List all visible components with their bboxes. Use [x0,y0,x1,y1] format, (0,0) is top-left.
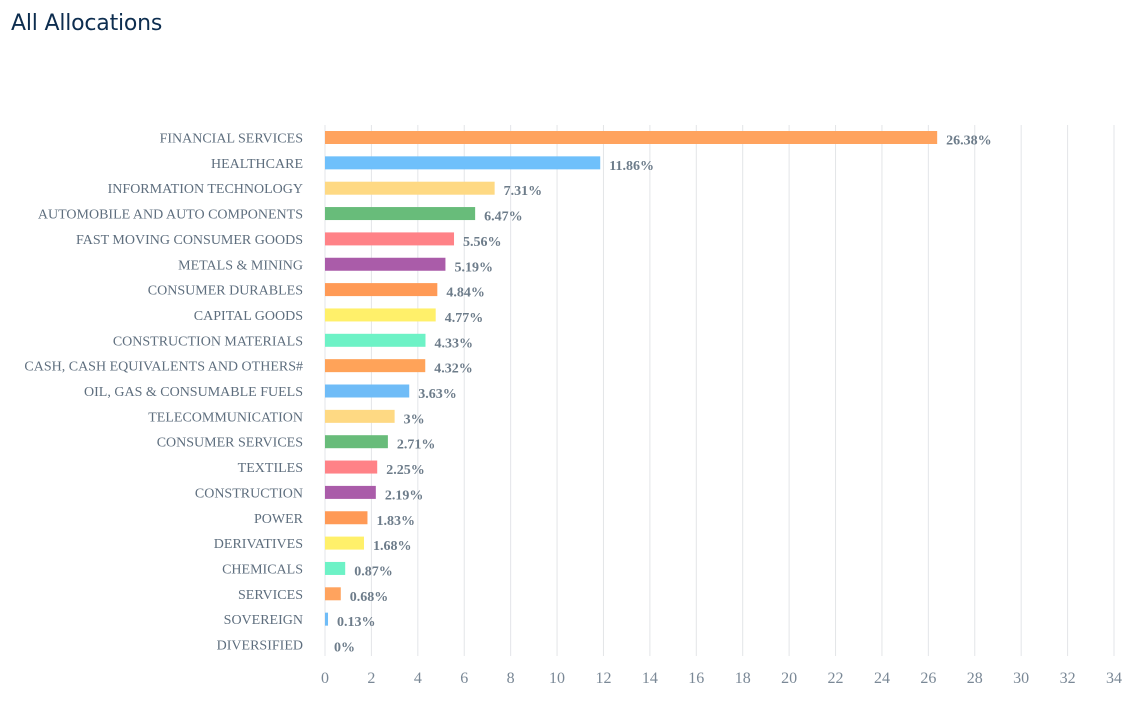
x-tick-label: 24 [874,670,890,687]
x-tick-label: 18 [735,670,751,687]
category-label: CONSTRUCTION [195,486,303,501]
category-label: INFORMATION TECHNOLOGY [108,182,303,197]
data-label: 3.63% [418,387,457,402]
data-label: 5.19% [454,260,493,275]
bar[interactable] [325,156,601,170]
bar[interactable] [325,384,410,398]
data-label: 2.25% [386,463,425,478]
bar[interactable] [325,612,329,626]
x-tick-label: 26 [920,670,936,687]
category-label: CONSUMER SERVICES [157,436,303,451]
data-label: 0.68% [350,590,389,605]
data-label: 0.87% [354,564,393,579]
category-label: CASH, CASH EQUIVALENTS AND OTHERS# [24,360,303,375]
x-tick-label: 0 [321,670,329,687]
category-label: METALS & MINING [178,258,303,273]
data-label: 5.56% [463,235,502,250]
category-label: AUTOMOBILE AND AUTO COMPONENTS [38,208,303,223]
category-label: TEXTILES [238,461,303,476]
category-label: SOVEREIGN [224,613,303,628]
bar[interactable] [325,257,446,271]
bar[interactable] [325,359,426,373]
bar[interactable] [325,511,368,525]
data-label: 0.13% [337,615,376,630]
x-tick-label: 4 [414,670,422,687]
data-label: 6.47% [484,210,523,225]
x-tick-label: 16 [688,670,704,687]
data-label: 7.31% [504,184,543,199]
x-tick-label: 22 [828,670,844,687]
bar[interactable] [325,181,495,195]
x-tick-label: 10 [549,670,565,687]
category-label: HEALTHCARE [211,157,303,172]
data-label: 4.77% [445,311,484,326]
x-tick-label: 34 [1106,670,1122,687]
x-tick-label: 12 [595,670,611,687]
bar[interactable] [325,536,364,550]
page-title: All Allocations [11,11,163,36]
bar[interactable] [325,460,378,474]
x-tick-label: 2 [367,670,375,687]
data-label: 3% [404,412,425,427]
bar[interactable] [325,561,346,575]
data-label: 4.32% [434,362,473,377]
x-tick-label: 28 [967,670,983,687]
category-label: CAPITAL GOODS [194,309,303,324]
x-tick-label: 14 [642,670,658,687]
data-label: 4.33% [434,336,473,351]
x-tick-label: 32 [1060,670,1076,687]
bar[interactable] [325,283,438,297]
bars [325,131,938,626]
category-labels: FINANCIAL SERVICES HEALTHCARE INFORMATION … [24,132,303,654]
x-tick-label: 20 [781,670,797,687]
x-axis-tick-labels: 0 2 4 6 8 10 12 14 16 18 20 22 24 26 28 30 32 34 [321,670,1122,687]
data-label: 11.86% [609,159,654,174]
data-label: 26.38% [946,134,992,149]
bar[interactable] [325,409,395,423]
data-labels: 26.38% 11.86% 7.31% 6.47% 5.56% 5.19% 4.84% 4.7… [334,134,992,656]
category-label: CONSTRUCTION MATERIALS [113,334,303,349]
data-label: 4.84% [446,286,485,301]
bar[interactable] [325,207,476,221]
data-label: 1.83% [376,514,415,529]
data-label: 2.71% [397,438,436,453]
category-label: POWER [254,512,304,527]
data-label: 2.19% [385,488,424,503]
category-label: DERIVATIVES [214,537,303,552]
category-label: CONSUMER DURABLES [148,284,303,299]
x-tick-label: 6 [460,670,468,687]
x-tick-label: 8 [507,670,515,687]
data-label: 1.68% [373,539,412,554]
bar[interactable] [325,485,376,499]
category-label: TELECOMMUNICATION [148,410,303,425]
bar[interactable] [325,435,388,449]
bar[interactable] [325,333,426,347]
data-label: 0% [334,641,355,656]
category-label: CHEMICALS [222,562,303,577]
category-label: OIL, GAS & CONSUMABLE FUELS [84,385,303,400]
x-tick-label: 30 [1013,670,1029,687]
category-label: FAST MOVING CONSUMER GOODS [76,233,303,248]
bar[interactable] [325,308,436,322]
bar[interactable] [325,232,455,246]
category-label: SERVICES [238,588,303,603]
category-label: DIVERSIFIED [217,639,303,654]
bar[interactable] [325,131,938,144]
category-label: FINANCIAL SERVICES [160,132,303,147]
bar[interactable] [325,587,341,601]
